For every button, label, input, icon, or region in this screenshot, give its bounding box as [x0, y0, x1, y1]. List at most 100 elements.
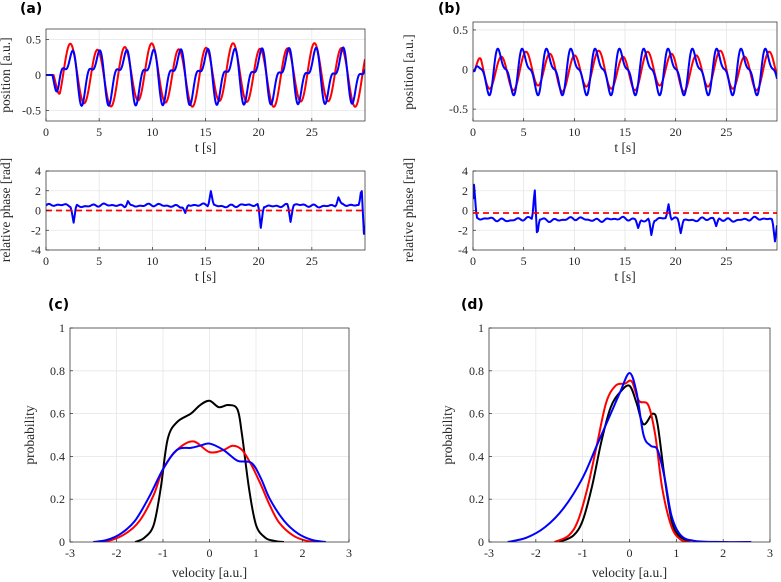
y-tick-label: 0 [59, 535, 65, 549]
x-axis-label: t [s] [195, 140, 216, 155]
x-tick-label: 0 [470, 125, 476, 139]
x-tick-label: 2 [300, 546, 306, 560]
x-axis-label: velocity [a.u.] [172, 565, 247, 580]
series-line-1 [46, 46, 365, 107]
plot-d-velocity-distribution: -3 -2 -1 0 1 2 3 0 0.2 0.4 0.6 0.8 1 velocity [a.u.] p… [440, 321, 773, 580]
series-line-0 [134, 399, 285, 542]
series-group [473, 183, 777, 243]
y-tick-label: 0.5 [453, 23, 468, 37]
x-axis-label: t [s] [614, 140, 635, 155]
series-line-2 [93, 442, 326, 542]
x-tick-label: 25 [720, 125, 732, 139]
x-tick-label: -1 [158, 546, 168, 560]
x-tick-label: 25 [720, 254, 732, 268]
x-tick-label: 10 [146, 125, 158, 139]
y-tick-label: 4 [462, 164, 468, 178]
x-tick-label: 15 [200, 254, 212, 268]
series-line-1 [554, 379, 691, 542]
x-tick-label: 1 [673, 546, 679, 560]
panel-label-d: (d) [461, 297, 484, 313]
y-tick-label: 0.8 [50, 364, 65, 378]
y-tick-label: 0 [35, 204, 41, 218]
x-tick-label: 15 [619, 125, 631, 139]
x-tick-label: 10 [568, 254, 580, 268]
panel-label-a: (a) [20, 1, 42, 17]
y-tick-label: 1 [478, 321, 484, 335]
x-tick-label: 15 [200, 125, 212, 139]
y-tick-label: -2 [31, 223, 41, 237]
series-group [473, 47, 777, 97]
x-tick-label: 0 [43, 125, 49, 139]
plot-b-relative-phase: 0 5 10 15 20 25 -4 -2 0 2 4 t [s] relative phase [ra… [401, 158, 778, 284]
panel-label-c: (c) [48, 297, 69, 313]
y-tick-label: -4 [458, 243, 468, 257]
y-axis-label: relative phase [rad] [0, 158, 13, 262]
plot-b-position: 0 5 10 15 20 25-0.500.5t [s]position [a.u.] [401, 21, 778, 155]
y-tick-label: -0.5 [449, 102, 468, 116]
series-group [46, 190, 365, 235]
x-tick-label: 10 [146, 254, 158, 268]
y-tick-label: -2 [458, 223, 468, 237]
x-tick-label: 15 [619, 254, 631, 268]
x-tick-label: 20 [670, 125, 682, 139]
series-line-1 [473, 47, 777, 97]
y-axis-label: relative phase [rad] [401, 158, 416, 262]
y-tick-label: 0 [462, 63, 468, 77]
x-tick-label: 10 [568, 125, 580, 139]
x-tick-label: 25 [306, 254, 318, 268]
y-tick-label: 2 [35, 184, 41, 198]
x-tick-label: 0 [43, 254, 49, 268]
y-tick-label: 0.5 [26, 33, 41, 47]
y-tick-label: 0.2 [469, 492, 484, 506]
x-axis-label: t [s] [614, 269, 635, 284]
y-tick-label: 0.6 [50, 407, 65, 421]
y-tick-label: 2 [462, 184, 468, 198]
x-tick-label: 2 [720, 546, 726, 560]
x-tick-label: 20 [670, 254, 682, 268]
x-tick-label: 5 [96, 125, 102, 139]
x-tick-label: -1 [578, 546, 588, 560]
x-tick-label: 5 [521, 254, 527, 268]
y-tick-label: 0.8 [469, 364, 484, 378]
plot-a-relative-phase: 0 5 10 15 20 25 -4 -2 0 2 4 t [s] relative phase [ra… [0, 158, 366, 284]
x-tick-label: 0 [627, 546, 633, 560]
series-group [46, 42, 365, 108]
y-tick-label: 1 [59, 321, 65, 335]
x-tick-label: 0 [470, 254, 476, 268]
y-axis-label: position [a.u.] [401, 34, 416, 109]
x-tick-label: 3 [346, 546, 352, 560]
y-tick-label: 0.4 [50, 449, 65, 463]
y-tick-label: 0 [35, 68, 41, 82]
y-tick-label: 0.6 [469, 407, 484, 421]
x-tick-label: 5 [521, 125, 527, 139]
y-axis-label: probability [440, 405, 455, 464]
y-axis-label: position [a.u.] [0, 37, 13, 112]
x-tick-label: 1 [253, 546, 259, 560]
y-tick-label: 0.2 [50, 492, 65, 506]
x-tick-label: -2 [112, 546, 122, 560]
x-tick-label: -3 [484, 546, 494, 560]
series-line-2 [507, 371, 752, 542]
x-axis-label: t [s] [195, 269, 216, 284]
y-tick-label: -4 [31, 243, 41, 257]
plot-a-position: 0 5 10 15 20 25-0.500.5t [s]position [a.u.] [0, 28, 366, 155]
y-tick-label: 0 [478, 535, 484, 549]
x-axis-label: velocity [a.u.] [592, 565, 667, 580]
y-tick-label: -0.5 [22, 103, 41, 117]
series-line-0 [473, 183, 777, 243]
series-group [507, 371, 752, 542]
y-tick-label: 0.4 [469, 449, 484, 463]
x-tick-label: 20 [253, 125, 265, 139]
x-tick-label: 25 [306, 125, 318, 139]
panel-label-b: (b) [438, 1, 461, 17]
x-tick-label: 0 [207, 546, 213, 560]
x-tick-label: 5 [96, 254, 102, 268]
x-tick-label: 20 [253, 254, 265, 268]
y-tick-label: 4 [35, 164, 41, 178]
plot-c-velocity-distribution: -3 -2 -1 0 1 2 3 0 0.2 0.4 0.6 0.8 1 velocity [a.u.] p… [22, 321, 352, 580]
y-tick-label: 0 [462, 204, 468, 218]
series-line-0 [46, 190, 365, 235]
x-tick-label: 3 [767, 546, 773, 560]
series-group [93, 399, 326, 542]
